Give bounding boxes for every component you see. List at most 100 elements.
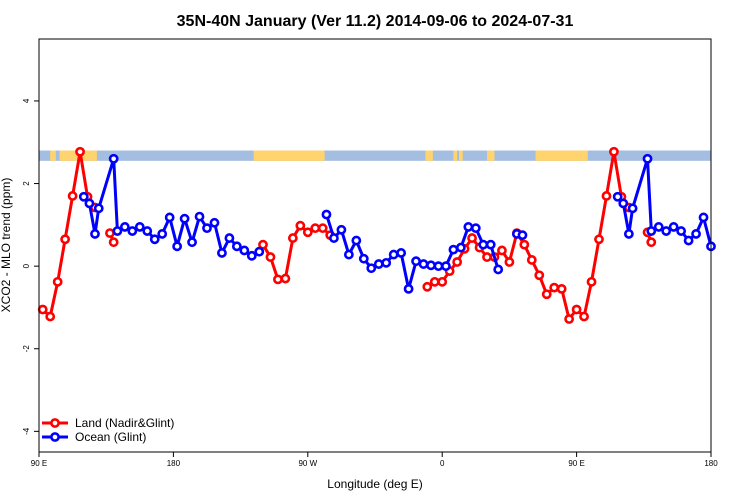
x-tick-label: 90 W — [298, 459, 317, 468]
y-axis-label: XCO2 - MLO trend (ppm) — [0, 178, 13, 313]
data-point — [661, 226, 672, 236]
y-tick-label: -4 — [22, 427, 31, 435]
data-point — [321, 209, 332, 220]
land-band-segment — [535, 150, 588, 161]
data-point — [317, 223, 328, 234]
data-point — [302, 227, 313, 238]
data-point — [549, 282, 560, 293]
data-point — [534, 270, 545, 281]
data-point — [108, 237, 119, 248]
y-tick-label: 4 — [22, 98, 31, 103]
data-point — [571, 304, 582, 315]
data-point — [231, 241, 242, 252]
y-tick-label: 0 — [22, 263, 31, 268]
data-point — [179, 213, 190, 224]
data-point — [642, 153, 653, 164]
data-point — [78, 191, 89, 202]
legend: Land (Nadir&Glint)Ocean (Glint) — [42, 416, 174, 444]
data-point — [564, 314, 575, 324]
data-point — [526, 255, 537, 265]
data-point — [455, 242, 466, 253]
data-point — [239, 245, 250, 256]
data-point — [93, 203, 104, 214]
land-band-segment — [425, 150, 433, 161]
series-line — [41, 150, 97, 318]
x-axis-label: Longitude (deg E) — [327, 477, 422, 491]
x-tick-label: 180 — [167, 459, 181, 468]
x-tick-label: 90 E — [31, 459, 47, 468]
legend-label: Ocean (Glint) — [75, 430, 146, 444]
data-point — [668, 222, 679, 232]
data-point — [609, 146, 619, 157]
land-band-segment — [487, 150, 495, 161]
data-point — [683, 235, 694, 246]
ocean-band — [39, 150, 711, 161]
data-point — [517, 230, 528, 241]
land-band-segment — [253, 150, 325, 161]
data-point — [411, 256, 421, 267]
data-point — [329, 233, 339, 243]
y-tick-label: -2 — [22, 345, 31, 353]
data-point — [142, 226, 153, 236]
data-point — [429, 276, 440, 287]
data-point — [157, 229, 168, 239]
data-point — [623, 229, 634, 239]
land-band-segment — [50, 150, 56, 161]
data-point — [388, 249, 399, 260]
data-point — [265, 252, 276, 262]
data-point — [441, 261, 451, 272]
data-point — [467, 233, 477, 243]
data-point — [478, 239, 489, 250]
data-point — [504, 257, 515, 267]
y-tick-label: 2 — [22, 181, 31, 186]
series-land — [37, 146, 657, 324]
data-point — [594, 234, 604, 245]
data-point — [373, 259, 384, 269]
data-point — [217, 248, 227, 258]
x-tick-label: 90 E — [568, 459, 584, 468]
data-point — [470, 223, 481, 234]
data-point — [45, 311, 56, 322]
data-point — [433, 261, 444, 272]
data-point — [105, 228, 115, 239]
data-point — [90, 229, 100, 239]
data-point — [37, 304, 48, 315]
land-band-segment — [459, 150, 463, 161]
data-point — [295, 220, 306, 231]
data-point — [426, 260, 436, 271]
data-point — [127, 226, 138, 236]
data-point — [612, 191, 623, 202]
x-axis: 90 E 180 90 W 0 90 E 180 — [31, 452, 718, 468]
legend-marker — [50, 418, 60, 428]
data-point — [52, 276, 63, 287]
data-point — [497, 245, 507, 256]
data-point — [403, 283, 414, 294]
data-point — [452, 257, 463, 267]
data-point — [601, 191, 612, 201]
data-point — [493, 264, 504, 275]
chart-title: 35N-40N January (Ver 11.2) 2014-09-06 to… — [177, 13, 574, 30]
data-point — [246, 250, 257, 261]
data-point — [366, 263, 377, 274]
data-point — [646, 226, 657, 236]
data-point — [343, 249, 354, 260]
plot-frame — [38, 38, 712, 453]
data-point — [172, 241, 183, 252]
data-point — [691, 229, 701, 239]
data-point — [108, 153, 119, 164]
data-point — [358, 253, 369, 264]
data-point — [463, 222, 474, 232]
x-tick-label: 0 — [440, 459, 445, 468]
legend-marker — [50, 432, 60, 442]
data-point — [437, 276, 448, 287]
data-point — [310, 223, 321, 234]
data-point — [448, 244, 459, 255]
data-point — [422, 281, 433, 292]
land-band-segment — [453, 150, 458, 161]
data-point — [698, 212, 709, 223]
data-point — [646, 237, 657, 248]
data-point — [134, 222, 145, 232]
data-point — [187, 237, 197, 248]
data-point — [381, 257, 392, 268]
